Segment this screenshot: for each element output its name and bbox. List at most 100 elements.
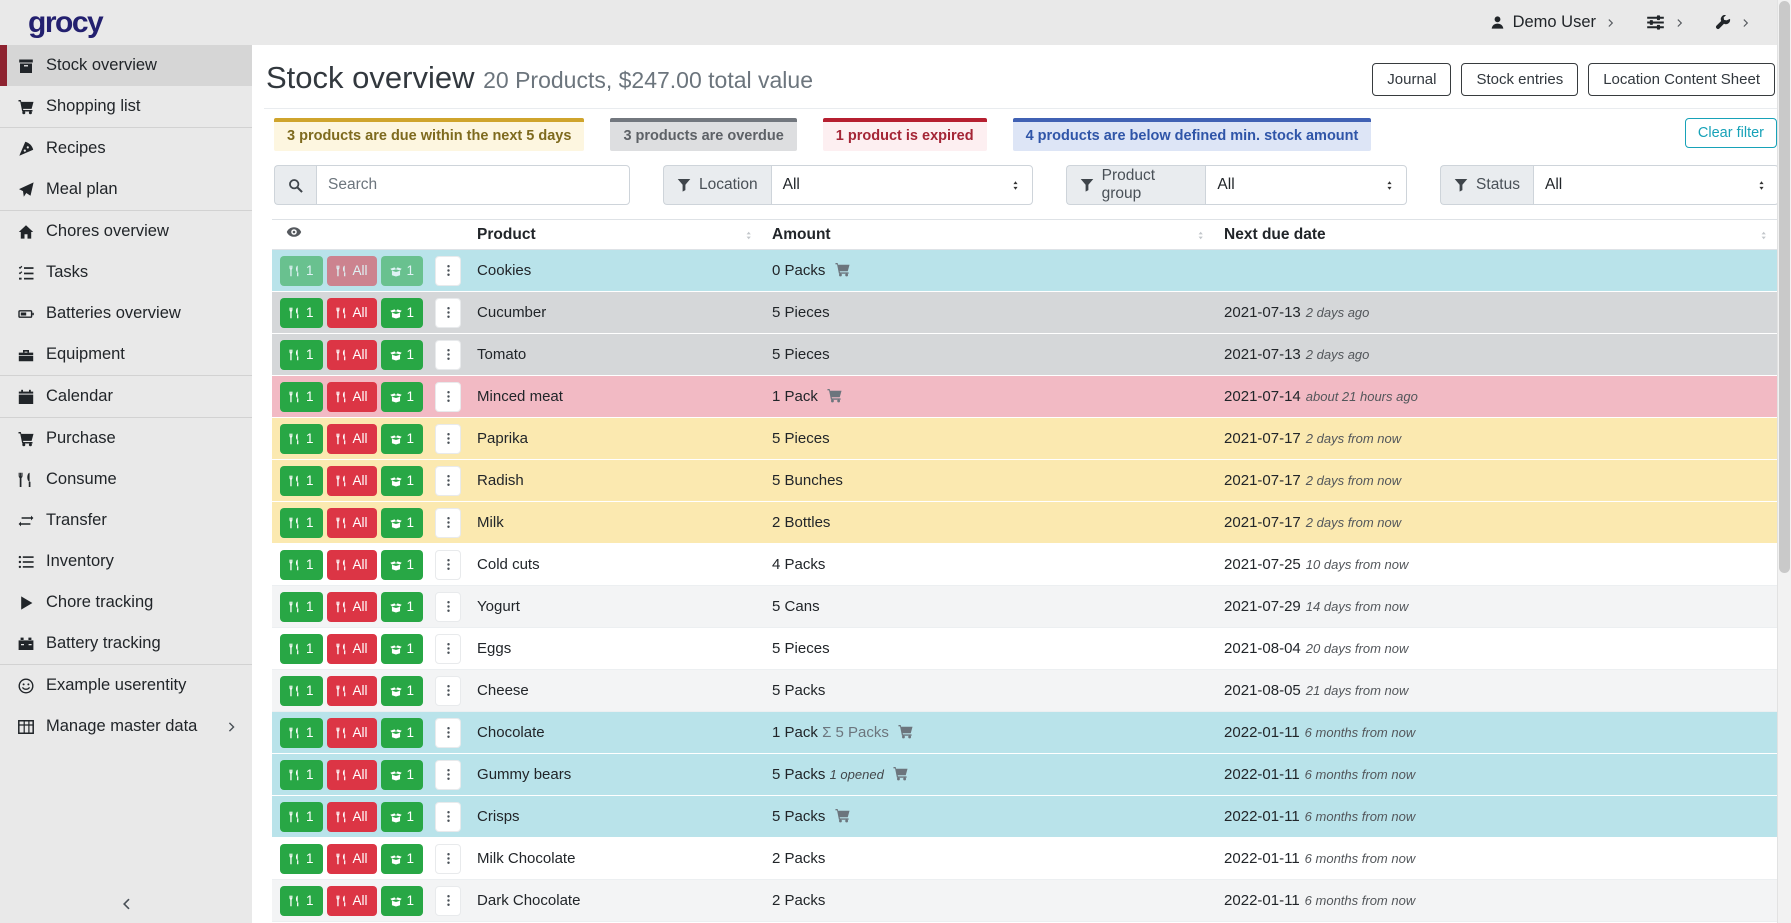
row-menu-button[interactable] (435, 843, 462, 874)
sidebar-item-stock-overview[interactable]: Stock overview (0, 45, 252, 86)
settings-menu[interactable] (1646, 13, 1685, 32)
consume-all-button[interactable]: All (326, 885, 377, 916)
scrollbar-thumb[interactable] (1779, 1, 1790, 574)
consume-all-button[interactable]: All (326, 801, 377, 832)
location-content-sheet-button[interactable]: Location Content Sheet (1588, 63, 1775, 96)
sidebar-item-shopping-list[interactable]: Shopping list (0, 86, 252, 127)
consume-one-button[interactable]: 1 (280, 717, 323, 748)
consume-one-button[interactable]: 1 (280, 591, 323, 622)
open-one-button[interactable]: 1 (380, 423, 424, 454)
clear-filter-button[interactable]: Clear filter (1684, 118, 1777, 148)
row-menu-button[interactable] (435, 381, 462, 412)
app-logo[interactable]: grocy (28, 5, 104, 39)
consume-all-button[interactable]: All (326, 759, 377, 790)
filter-select-location[interactable]: All (770, 165, 1033, 205)
row-menu-button[interactable] (435, 801, 462, 832)
sidebar-item-consume[interactable]: Consume (0, 459, 252, 500)
consume-one-button[interactable]: 1 (280, 675, 323, 706)
consume-all-button[interactable]: All (326, 423, 377, 454)
amount-value[interactable]: 5 Bunches (772, 472, 843, 489)
consume-one-button[interactable]: 1 (280, 885, 323, 916)
consume-all-button[interactable]: All (326, 255, 377, 286)
product-name[interactable]: Cookies (477, 262, 532, 279)
product-name[interactable]: Eggs (477, 640, 512, 657)
row-menu-button[interactable] (435, 549, 462, 580)
journal-button[interactable]: Journal (1372, 63, 1452, 96)
product-name[interactable]: Cucumber (477, 304, 547, 321)
product-name[interactable]: Paprika (477, 430, 528, 447)
amount-value[interactable]: 5 Packs (772, 682, 826, 699)
column-header-next-due-date[interactable]: Next due date (1216, 219, 1779, 250)
amount-value[interactable]: 1 Pack (772, 724, 818, 741)
sidebar-collapse-button[interactable] (0, 897, 252, 911)
open-one-button[interactable]: 1 (380, 255, 424, 286)
consume-one-button[interactable]: 1 (280, 423, 323, 454)
product-name[interactable]: Crisps (477, 808, 520, 825)
search-input[interactable] (316, 165, 630, 205)
amount-value[interactable]: 5 Packs (772, 766, 826, 783)
row-menu-button[interactable] (435, 717, 462, 748)
scrollbar[interactable] (1777, 0, 1791, 923)
amount-value[interactable]: 1 Pack (772, 388, 818, 405)
amount-value[interactable]: 5 Packs (772, 808, 826, 825)
consume-one-button[interactable]: 1 (280, 633, 323, 664)
sidebar-item-chore-tracking[interactable]: Chore tracking (0, 582, 252, 623)
consume-all-button[interactable]: All (326, 507, 377, 538)
consume-one-button[interactable]: 1 (280, 801, 323, 832)
consume-one-button[interactable]: 1 (280, 549, 323, 580)
open-one-button[interactable]: 1 (380, 717, 424, 748)
product-name[interactable]: Milk Chocolate (477, 850, 576, 867)
product-name[interactable]: Cheese (477, 682, 529, 699)
sidebar-item-chores-overview[interactable]: Chores overview (0, 211, 252, 252)
column-header-amount[interactable]: Amount (764, 219, 1217, 250)
status-banner-due[interactable]: 3 products are due within the next 5 day… (274, 118, 585, 151)
sidebar-item-batteries-overview[interactable]: Batteries overview (0, 293, 252, 334)
sidebar-item-recipes[interactable]: Recipes (0, 128, 252, 169)
open-one-button[interactable]: 1 (380, 675, 424, 706)
consume-one-button[interactable]: 1 (280, 297, 323, 328)
open-one-button[interactable]: 1 (380, 465, 424, 496)
product-name[interactable]: Minced meat (477, 388, 563, 405)
consume-one-button[interactable]: 1 (280, 339, 323, 370)
product-name[interactable]: Tomato (477, 346, 527, 363)
amount-value[interactable]: 2 Packs (772, 892, 826, 909)
consume-one-button[interactable]: 1 (280, 381, 323, 412)
row-menu-button[interactable] (435, 675, 462, 706)
consume-one-button[interactable]: 1 (280, 465, 323, 496)
consume-one-button[interactable]: 1 (280, 843, 323, 874)
sidebar-item-tasks[interactable]: Tasks (0, 252, 252, 293)
row-menu-button[interactable] (435, 423, 462, 454)
open-one-button[interactable]: 1 (380, 297, 424, 328)
open-one-button[interactable]: 1 (380, 339, 424, 370)
row-menu-button[interactable] (435, 339, 462, 370)
sidebar-item-equipment[interactable]: Equipment (0, 334, 252, 375)
consume-all-button[interactable]: All (326, 381, 377, 412)
consume-all-button[interactable]: All (326, 591, 377, 622)
filter-select-product-group[interactable]: All (1205, 165, 1408, 205)
consume-all-button[interactable]: All (326, 465, 377, 496)
consume-one-button[interactable]: 1 (280, 507, 323, 538)
sidebar-item-calendar[interactable]: Calendar (0, 376, 252, 417)
row-menu-button[interactable] (435, 759, 462, 790)
amount-value[interactable]: 5 Pieces (772, 640, 830, 657)
open-one-button[interactable]: 1 (380, 843, 424, 874)
consume-all-button[interactable]: All (326, 549, 377, 580)
eye-icon[interactable] (286, 224, 302, 240)
column-header-product[interactable]: Product (469, 219, 765, 250)
open-one-button[interactable]: 1 (380, 759, 424, 790)
product-name[interactable]: Cold cuts (477, 556, 540, 573)
user-menu[interactable]: Demo User (1490, 13, 1616, 32)
amount-value[interactable]: 2 Packs (772, 850, 826, 867)
sidebar-item-transfer[interactable]: Transfer (0, 500, 252, 541)
product-name[interactable]: Chocolate (477, 724, 545, 741)
filter-select-status[interactable]: All (1533, 165, 1779, 205)
consume-all-button[interactable]: All (326, 843, 377, 874)
status-banner-overdue[interactable]: 3 products are overdue (610, 118, 797, 151)
row-menu-button[interactable] (435, 255, 462, 286)
row-menu-button[interactable] (435, 465, 462, 496)
open-one-button[interactable]: 1 (380, 633, 424, 664)
open-one-button[interactable]: 1 (380, 885, 424, 916)
sidebar-item-example-userentity[interactable]: Example userentity (0, 665, 252, 706)
open-one-button[interactable]: 1 (380, 591, 424, 622)
product-name[interactable]: Dark Chocolate (477, 892, 581, 909)
